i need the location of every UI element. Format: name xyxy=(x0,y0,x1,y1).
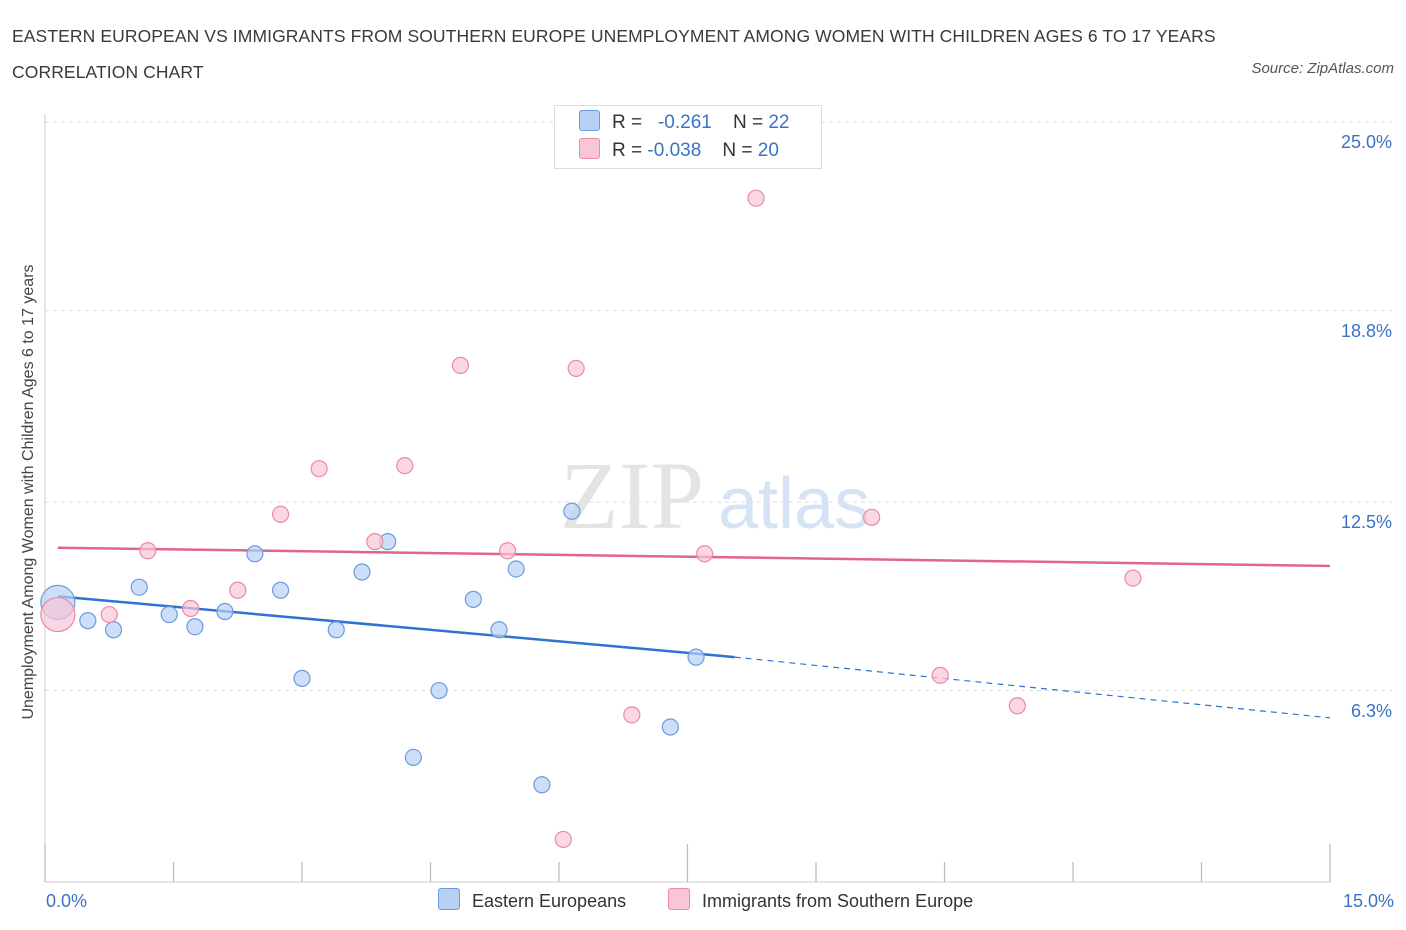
data-point-blue xyxy=(507,560,525,578)
data-point-pink xyxy=(182,599,200,618)
stats-legend: R = -0.261 N = 22 R = -0.038 N = 20 xyxy=(554,105,822,169)
data-point-blue xyxy=(271,581,290,599)
data-point-pink xyxy=(271,505,290,523)
data-point-pink xyxy=(623,706,641,724)
r-value: -0.038 xyxy=(647,140,702,161)
data-point-blue xyxy=(533,776,551,794)
data-point-blue xyxy=(430,681,448,700)
data-point-blue xyxy=(104,621,123,639)
data-point-blue xyxy=(293,669,311,687)
stats-row-southern-europe: R = -0.038 N = 20 xyxy=(579,138,779,164)
data-point-blue xyxy=(353,563,371,581)
data-point-blue xyxy=(464,590,482,608)
chart-title: EASTERN EUROPEAN VS IMMIGRANTS FROM SOUT… xyxy=(12,26,1216,82)
data-point-pink xyxy=(139,542,157,560)
n-label: N = xyxy=(722,140,753,161)
trend-line-pink xyxy=(57,546,1331,568)
data-point-pink xyxy=(100,605,118,624)
legend-southern-europe: Immigrants from Southern Europe xyxy=(668,888,973,912)
data-point-blue xyxy=(79,612,97,630)
data-point-blue xyxy=(687,648,705,666)
data-point-pink xyxy=(747,189,765,207)
stats-row-eastern-europeans: R = -0.261 N = 22 xyxy=(579,110,789,136)
watermark-zip: ZIP xyxy=(560,442,704,549)
r-label: R = xyxy=(612,140,643,161)
data-points xyxy=(40,189,1142,849)
watermark: ZIP atlas xyxy=(560,442,870,549)
y-tick-label: 25.0% xyxy=(1340,132,1392,153)
blue-swatch xyxy=(438,888,460,910)
data-point-blue xyxy=(490,621,508,639)
trend-extension-blue xyxy=(734,656,1331,719)
axes xyxy=(44,114,1331,883)
data-point-pink xyxy=(451,356,470,374)
data-point-pink xyxy=(931,666,949,684)
y-tick-label: 12.5% xyxy=(1340,512,1392,533)
data-point-blue xyxy=(246,545,264,563)
x-tick-label: 15.0% xyxy=(1342,891,1394,911)
n-label: N = xyxy=(732,112,764,133)
data-point-pink xyxy=(554,830,572,849)
y-tick-label: 18.8% xyxy=(1340,320,1392,341)
source-note: Source: ZipAtlas.com xyxy=(1251,60,1394,77)
n-value: 20 xyxy=(757,140,779,161)
data-point-blue xyxy=(186,618,204,636)
data-point-blue xyxy=(160,605,178,624)
r-value: -0.261 xyxy=(657,112,712,133)
data-point-pink xyxy=(40,596,76,633)
legend-eastern-europeans: Eastern Europeans xyxy=(438,888,626,912)
data-point-pink xyxy=(696,545,714,563)
pink-swatch xyxy=(579,138,600,159)
data-point-pink xyxy=(366,533,384,551)
data-point-pink xyxy=(310,460,328,478)
trend-line-blue xyxy=(57,595,735,659)
y-tick-label: 6.3% xyxy=(1350,700,1392,721)
data-point-pink xyxy=(863,508,881,526)
legend-label: Eastern Europeans xyxy=(472,891,627,911)
watermark-atlas: atlas xyxy=(718,464,870,544)
r-label: R = xyxy=(612,112,643,133)
data-point-blue xyxy=(404,748,422,766)
y-axis-label: Unemployment Among Women with Children A… xyxy=(20,264,37,720)
gridlines xyxy=(45,121,1392,692)
data-point-pink xyxy=(229,581,247,599)
data-point-blue xyxy=(327,621,345,639)
pink-swatch xyxy=(668,888,690,910)
data-point-pink xyxy=(1124,569,1142,587)
data-point-blue xyxy=(661,718,679,736)
data-point-pink xyxy=(396,457,414,475)
n-value: 22 xyxy=(768,112,790,133)
data-point-blue xyxy=(130,578,148,596)
blue-swatch xyxy=(579,110,600,131)
data-point-blue xyxy=(563,502,581,520)
data-point-pink xyxy=(1008,697,1026,715)
legend-label: Immigrants from Southern Europe xyxy=(702,891,974,911)
data-point-pink xyxy=(499,542,517,560)
x-tick-label: 0.0% xyxy=(46,891,88,911)
data-point-pink xyxy=(567,359,585,377)
data-point-blue xyxy=(216,602,234,621)
